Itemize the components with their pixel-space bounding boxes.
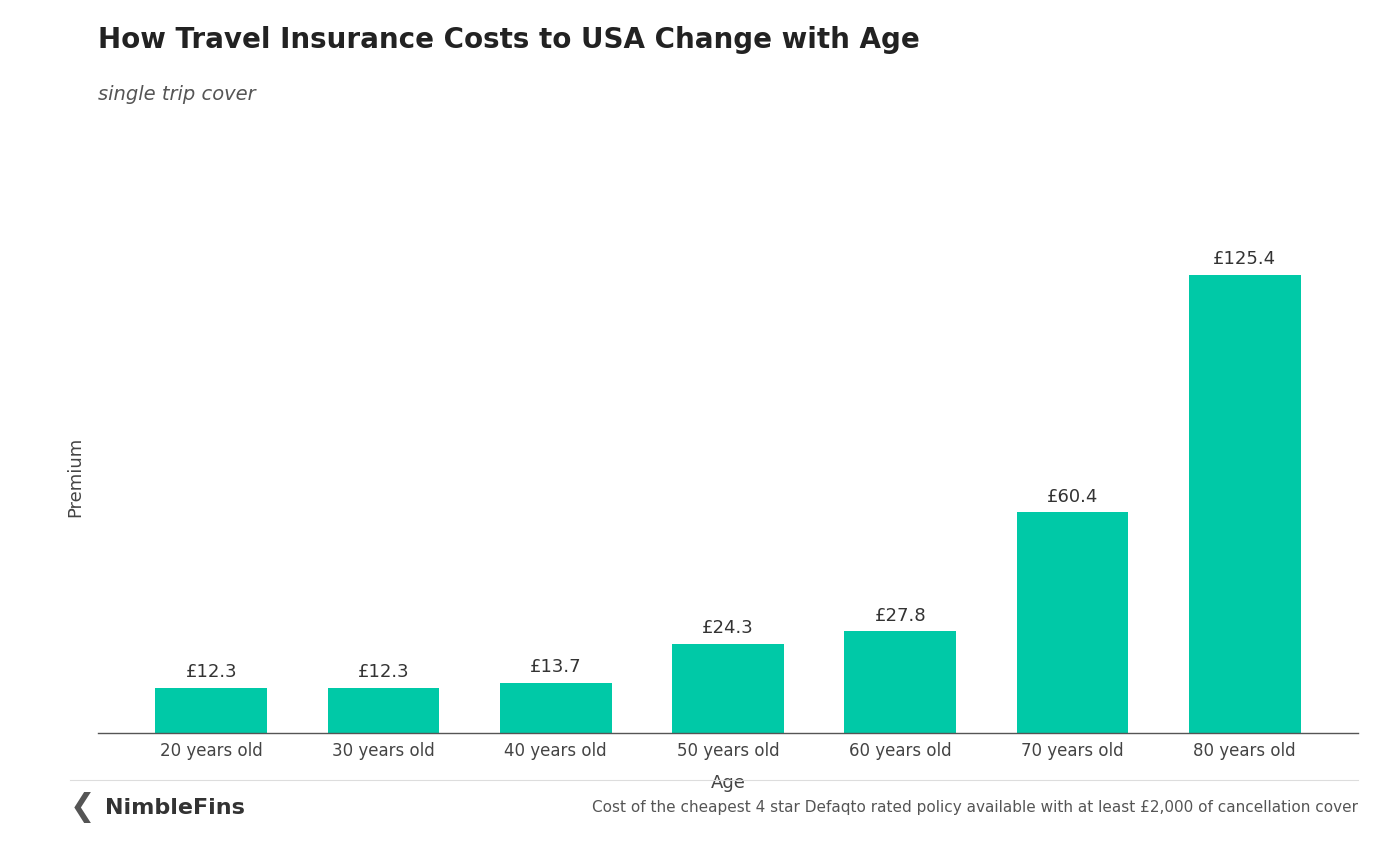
Text: £125.4: £125.4 [1214,250,1277,268]
Text: How Travel Insurance Costs to USA Change with Age: How Travel Insurance Costs to USA Change… [98,26,920,54]
Text: £27.8: £27.8 [875,607,925,625]
Bar [500,682,612,733]
Bar [155,688,267,733]
Text: Cost of the cheapest 4 star Defaqto rated policy available with at least £2,000 : Cost of the cheapest 4 star Defaqto rate… [592,800,1358,815]
Text: ❮: ❮ [70,792,95,823]
Text: single trip cover: single trip cover [98,85,256,104]
Text: £12.3: £12.3 [185,663,237,682]
Bar [1016,512,1128,733]
Bar [328,688,440,733]
Bar [1189,275,1301,733]
X-axis label: Age: Age [711,774,745,792]
Bar [844,631,956,733]
Text: £13.7: £13.7 [531,658,581,676]
Y-axis label: Premium: Premium [66,437,84,517]
Text: NimbleFins: NimbleFins [105,797,245,818]
Text: £60.4: £60.4 [1047,487,1098,505]
Text: £24.3: £24.3 [703,619,753,637]
Bar [672,644,784,733]
Text: £12.3: £12.3 [357,663,409,682]
